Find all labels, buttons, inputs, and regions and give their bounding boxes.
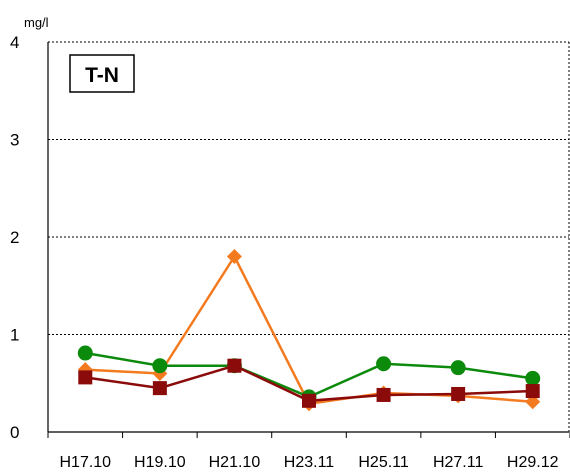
x-tick-label: H23.11 bbox=[284, 454, 335, 471]
data-point bbox=[376, 356, 392, 372]
x-tick-label: H27.11 bbox=[433, 454, 484, 471]
y-unit-label: mg/l bbox=[24, 15, 49, 30]
grid-lines bbox=[48, 41, 570, 432]
data-point bbox=[451, 386, 466, 401]
axes bbox=[47, 42, 570, 438]
data-point bbox=[302, 393, 316, 408]
inset-label-box: T-N bbox=[69, 54, 135, 93]
data-point bbox=[152, 358, 168, 374]
data-point bbox=[77, 345, 93, 361]
data-point bbox=[226, 249, 242, 264]
data-point bbox=[450, 360, 466, 376]
series-line bbox=[85, 253, 533, 406]
series-square bbox=[78, 358, 540, 408]
x-tick-label: H29.12 bbox=[507, 454, 559, 471]
data-point bbox=[525, 384, 540, 399]
inset-label: T-N bbox=[85, 64, 119, 87]
data-point bbox=[525, 370, 541, 386]
data-point bbox=[152, 381, 167, 396]
series-group bbox=[77, 249, 541, 412]
data-point bbox=[78, 370, 93, 385]
y-tick-label: 0 bbox=[10, 423, 19, 442]
data-point bbox=[227, 358, 242, 373]
x-tick-label: H19.10 bbox=[134, 454, 186, 471]
y-tick-label: 2 bbox=[10, 228, 19, 247]
y-tick-labels: 0 1 2 3 4 bbox=[10, 33, 19, 442]
x-tick-labels: H17.10 H19.10 H21.10 H23.11 H25.11 H27.11 H29.… bbox=[59, 454, 558, 471]
y-tick-label: 1 bbox=[10, 326, 19, 345]
y-tick-label: 3 bbox=[10, 131, 19, 150]
y-tick-label: 4 bbox=[10, 33, 19, 52]
x-tick-label: H21.10 bbox=[209, 454, 261, 471]
x-tick-label: H25.11 bbox=[358, 454, 409, 471]
data-point bbox=[376, 387, 391, 402]
x-tick-label: H17.10 bbox=[59, 454, 111, 471]
